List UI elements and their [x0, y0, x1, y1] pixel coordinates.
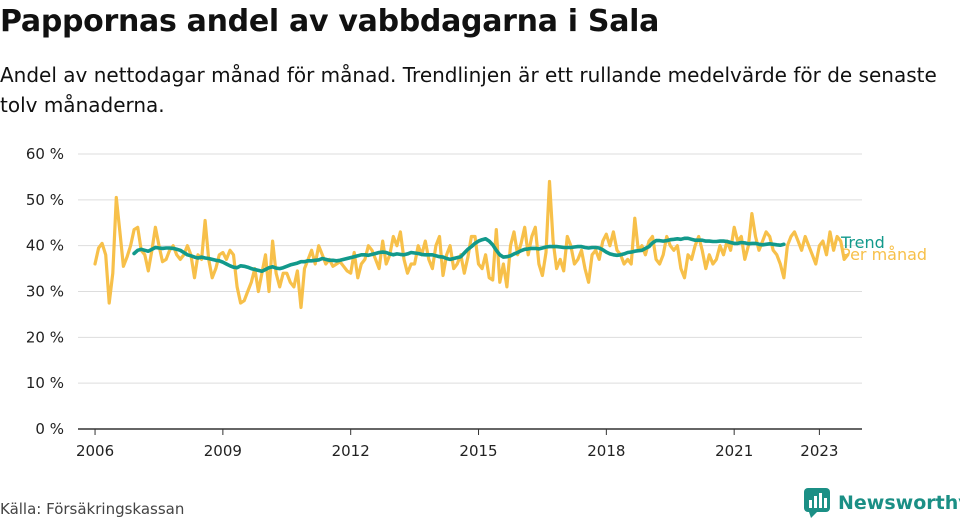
line-chart: 0 % 10 % 20 % 30 % 40 % 50 % 60 % 2006 2009 2012…	[26, 145, 927, 460]
x-tick-label: 2006	[76, 442, 114, 460]
y-tick-label: 40 %	[26, 237, 64, 255]
brand-name: Newsworthy	[838, 492, 960, 514]
x-tick-label: 2021	[715, 442, 753, 460]
y-tick-label: 50 %	[26, 191, 64, 209]
x-axis-ticks: 2006 2009 2012 2015 2018 2021 2023	[76, 428, 862, 460]
y-axis-ticks: 0 % 10 % 20 % 30 % 40 % 50 % 60 %	[26, 145, 64, 438]
x-tick-label: 2009	[204, 442, 242, 460]
chart-title: Pappornas andel av vabbdagarna i Sala	[0, 4, 660, 39]
brand-logo[interactable]: Newsworthy	[804, 488, 960, 518]
series-line-trend	[132, 236, 786, 274]
chart-subtitle: Andel av nettodagar månad för månad. Tre…	[0, 63, 937, 117]
bar-chart-speech-bubble-icon	[804, 488, 830, 518]
legend-label-monthly: Per månad	[841, 245, 927, 264]
y-tick-label: 20 %	[26, 328, 64, 346]
legend-label-trend: Trend	[840, 233, 885, 252]
y-tick-label: 60 %	[26, 145, 64, 163]
inline-legend: Trend Per månad	[840, 233, 927, 264]
y-tick-label: 0 %	[35, 420, 64, 438]
series-line-monthly	[93, 179, 850, 310]
x-tick-label: 2018	[587, 442, 625, 460]
series-lines	[93, 179, 850, 310]
x-tick-label: 2015	[459, 442, 497, 460]
x-tick-label: 2012	[332, 442, 370, 460]
y-tick-label: 10 %	[26, 374, 64, 392]
x-tick-label: 2023	[800, 442, 838, 460]
y-tick-label: 30 %	[26, 283, 64, 301]
source-note: Källa: Försäkringskassan	[0, 500, 185, 518]
